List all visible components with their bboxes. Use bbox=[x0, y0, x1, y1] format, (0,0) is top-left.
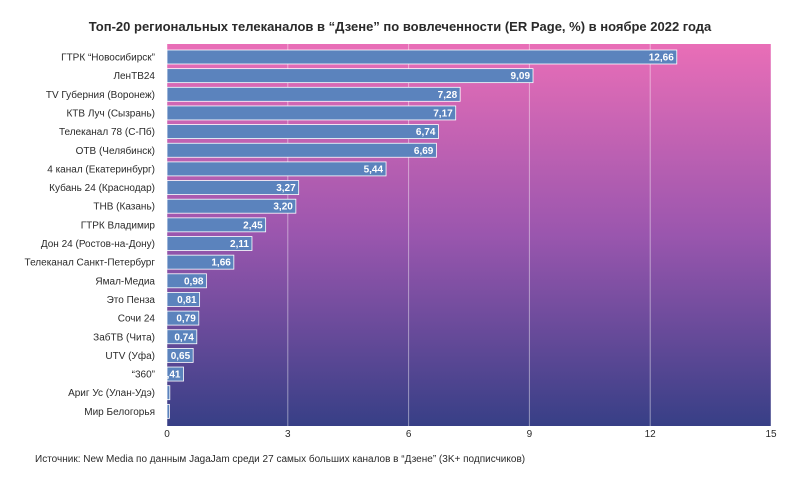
bar bbox=[166, 86, 461, 102]
source-note: Источник: New Media по данным JagaJam ср… bbox=[35, 454, 526, 465]
bar-value-label: 0,65 bbox=[171, 351, 191, 362]
bar bbox=[166, 49, 678, 65]
bar-value-label: 0,81 bbox=[177, 295, 197, 306]
bar bbox=[166, 366, 184, 382]
bar bbox=[166, 161, 387, 177]
bar-value-label: 6,69 bbox=[414, 146, 434, 157]
bar bbox=[166, 273, 207, 289]
category-label: “360” bbox=[132, 370, 155, 381]
chart-title: Топ-20 региональных телеканалов в “Дзене… bbox=[88, 19, 712, 34]
category-label: ГТРК “Новосибирск” bbox=[61, 52, 155, 64]
bar bbox=[166, 254, 235, 270]
category-label: ЛенТВ24 bbox=[113, 71, 155, 82]
bar-value-label: 0,41 bbox=[161, 370, 181, 381]
category-label: Ямал-Медиа bbox=[95, 276, 155, 287]
bar-value-label: 7,17 bbox=[433, 108, 453, 119]
bar bbox=[166, 236, 253, 251]
category-label: Телеканал 78 (С-Пб) bbox=[59, 126, 155, 138]
x-tick-label: 15 bbox=[765, 429, 777, 440]
bar-value-label: 3,27 bbox=[276, 183, 296, 194]
bar bbox=[166, 329, 198, 345]
bar-value-label: 0,98 bbox=[184, 276, 204, 287]
category-label: Телеканал Санкт-Петербург bbox=[25, 257, 156, 269]
category-label: Кубань 24 (Краснодар) bbox=[49, 182, 155, 194]
category-label: ГТРК Владимир bbox=[81, 220, 156, 231]
bar-value-label: 3,20 bbox=[273, 202, 293, 213]
bar bbox=[166, 292, 201, 307]
category-label: Ариг Ус (Улан-Удэ) bbox=[68, 388, 155, 399]
bar-value-label: 7,28 bbox=[438, 90, 458, 101]
bar bbox=[166, 180, 300, 195]
bar bbox=[166, 124, 439, 139]
bar-value-label: 1,66 bbox=[211, 258, 231, 269]
bar bbox=[166, 198, 297, 214]
bar bbox=[166, 105, 457, 121]
bar-value-label: 2,11 bbox=[230, 239, 249, 250]
bar-value-label: 0,06 bbox=[147, 407, 167, 418]
x-tick-label: 3 bbox=[285, 429, 291, 440]
x-tick-label: 12 bbox=[645, 429, 657, 440]
category-labels: ГТРК “Новосибирск” ЛенТВ24 TV Губерния (Во… bbox=[25, 52, 156, 418]
bar bbox=[166, 347, 194, 363]
category-label: КТВ Луч (Сызрань) bbox=[66, 108, 155, 119]
x-tick-label: 9 bbox=[527, 429, 533, 440]
bar bbox=[166, 403, 170, 419]
bar-value-label: 5,44 bbox=[364, 164, 384, 175]
bar-value-label: 12,66 bbox=[649, 53, 674, 64]
category-label: Сочи 24 bbox=[118, 314, 156, 325]
category-label: Мир Белогорья bbox=[84, 407, 155, 418]
category-label: UTV (Уфа) bbox=[105, 350, 155, 362]
category-label: Дон 24 (Ростов-на-Дону) bbox=[41, 239, 155, 250]
category-label: TV Губерния (Воронеж) bbox=[46, 89, 155, 101]
bar-value-label: 2,45 bbox=[243, 220, 263, 231]
bar-value-label: 9,09 bbox=[511, 71, 531, 82]
category-label: ТНВ (Казань) bbox=[93, 202, 155, 213]
x-tick-label: 6 bbox=[406, 429, 412, 440]
bar-value-label: 0,74 bbox=[174, 332, 194, 343]
category-label: ЗабТВ (Чита) bbox=[93, 331, 155, 343]
bar bbox=[166, 310, 200, 326]
category-label: 4 канал (Екатеринбург) bbox=[47, 163, 155, 175]
bar-value-label: 6,74 bbox=[416, 127, 436, 138]
bars: 12,66 9,09 7,28 7,17 6,74 6,69 5,44 3,27 3,20 2,4… bbox=[147, 49, 678, 419]
bar bbox=[166, 385, 171, 401]
bar bbox=[166, 68, 534, 84]
bar bbox=[166, 217, 267, 233]
bar-value-label: 0,07 bbox=[147, 388, 167, 399]
bar-value-label: 0,79 bbox=[176, 314, 196, 325]
x-tick-label: 0 bbox=[164, 429, 170, 440]
x-axis-ticks: 0 3 6 9 12 15 bbox=[164, 429, 777, 440]
bar bbox=[166, 142, 437, 158]
category-label: Это Пенза bbox=[107, 295, 156, 306]
category-label: ОТВ (Челябинск) bbox=[76, 145, 155, 157]
